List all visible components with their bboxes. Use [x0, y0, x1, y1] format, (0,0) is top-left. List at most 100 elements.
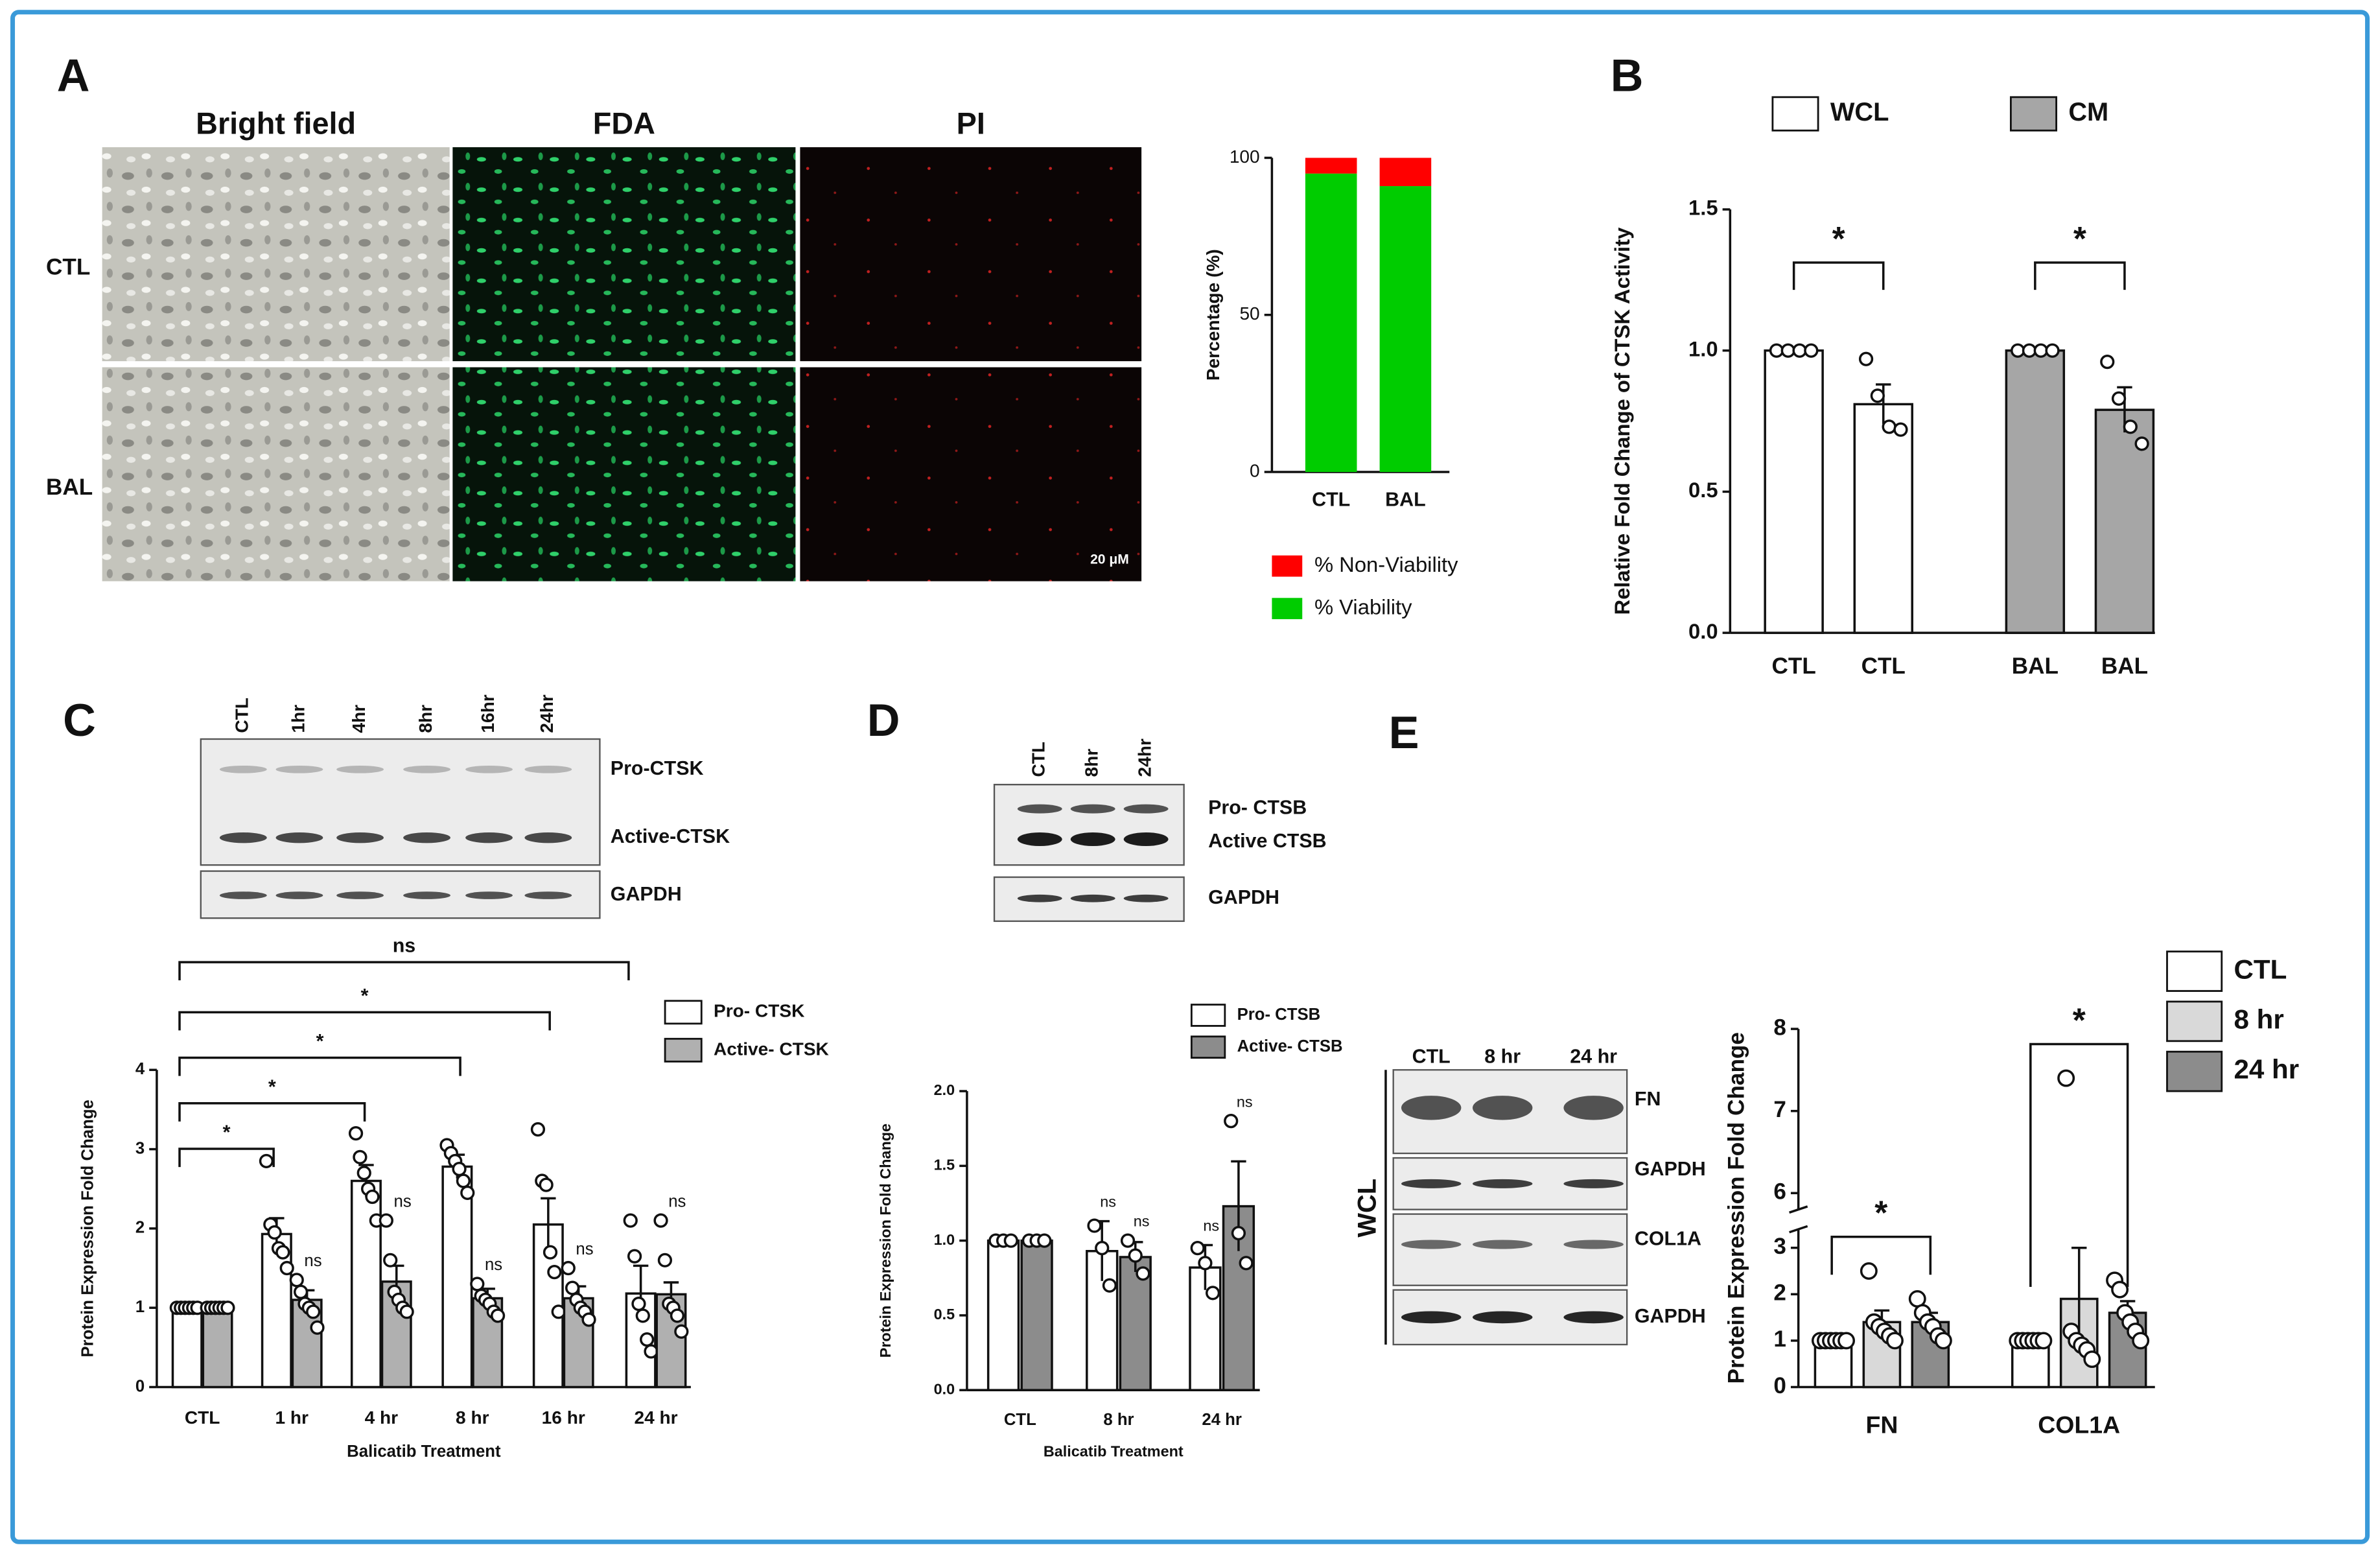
band — [336, 832, 384, 843]
x-tick-label: CTL — [1312, 489, 1350, 511]
bar — [1020, 1239, 1053, 1391]
band — [403, 891, 450, 899]
band — [1473, 1179, 1533, 1188]
legend-swatch — [1272, 555, 1303, 577]
band — [275, 765, 323, 773]
band — [1123, 804, 1169, 814]
panel-label: B — [1611, 49, 1644, 100]
data-point — [1893, 422, 1908, 437]
y-axis-title: Protein Expression Fold Change — [78, 1100, 97, 1358]
y-tick-label: 1 — [1773, 1326, 1786, 1352]
data-point — [1095, 1241, 1110, 1256]
bar — [1379, 186, 1432, 472]
bar-label: ns — [1237, 1093, 1253, 1110]
data-point — [2057, 1069, 2075, 1087]
significance-bracket — [2029, 1042, 2129, 1288]
band — [219, 832, 267, 843]
y-tick-label: 1.0 — [934, 1231, 955, 1248]
data-point — [1136, 1266, 1150, 1281]
data-point — [1224, 1114, 1239, 1129]
significance-bracket — [2034, 261, 2126, 290]
band — [1017, 832, 1062, 847]
legend-swatch — [664, 1000, 703, 1025]
data-point — [627, 1249, 642, 1264]
legend-swatch — [664, 1037, 703, 1063]
row-label: BAL — [46, 475, 93, 500]
data-point — [399, 1304, 414, 1319]
data-point — [1205, 1286, 1220, 1301]
x-axis-title: Balicatib Treatment — [1044, 1442, 1184, 1459]
data-point — [561, 1260, 576, 1276]
micrograph — [800, 367, 1142, 582]
legend-label: Active- CTSK — [714, 1039, 830, 1059]
data-point — [1239, 1256, 1254, 1271]
panel-label: A — [57, 49, 90, 100]
data-point — [2045, 343, 2060, 358]
bar — [261, 1232, 292, 1389]
blot — [993, 784, 1185, 866]
y-tick-label: 0.5 — [934, 1306, 955, 1323]
band-label: Active-CTSK — [611, 825, 730, 847]
fraction-label: WCL — [1353, 1179, 1382, 1238]
lane-label: CTL — [1412, 1046, 1451, 1068]
data-point — [542, 1245, 558, 1260]
legend-swatch — [2009, 96, 2058, 132]
data-point — [470, 1277, 485, 1291]
data-point — [1087, 1218, 1102, 1233]
data-point — [1003, 1233, 1018, 1248]
data-point — [279, 1260, 294, 1276]
data-point — [1769, 343, 1784, 358]
legend-label: 24 hr — [2234, 1054, 2299, 1085]
band — [403, 765, 450, 773]
y-tick-label: 2 — [1773, 1280, 1786, 1306]
legend-swatch — [2166, 1050, 2223, 1092]
y-axis-title: Protein Expression Fold Change — [877, 1124, 894, 1358]
x-tick-label: CTL — [1861, 653, 1906, 679]
bar-label: ns — [394, 1192, 412, 1210]
x-tick-label: BAL — [2101, 653, 2148, 679]
significance-label: * — [1832, 220, 1845, 257]
x-tick-label: CTL — [1772, 653, 1816, 679]
significance-bracket — [1792, 261, 1885, 290]
band — [465, 765, 513, 773]
data-point — [565, 1280, 580, 1295]
data-point — [456, 1173, 471, 1188]
band — [1563, 1179, 1624, 1188]
micrograph — [800, 147, 1142, 362]
legend-label: 8 hr — [2234, 1004, 2283, 1034]
significance-label: * — [2073, 1001, 2086, 1039]
significance-bracket — [178, 1148, 275, 1168]
data-point — [379, 1213, 393, 1228]
x-tick-label: 1 hr — [275, 1407, 309, 1428]
data-point — [640, 1332, 655, 1347]
band-label: Pro-CTSK — [611, 757, 704, 779]
column-label: FDA — [593, 107, 655, 141]
data-point — [623, 1213, 638, 1228]
axis-break — [1789, 1205, 1808, 1214]
band — [275, 832, 323, 843]
x-tick-label: CTL — [1004, 1411, 1036, 1429]
data-point — [2035, 1332, 2053, 1350]
band — [1401, 1096, 1462, 1120]
y-tick-label: 0 — [1250, 460, 1260, 480]
band-label: FN — [1635, 1088, 1661, 1110]
lane-label: 24hr — [537, 694, 557, 733]
data-point — [670, 1308, 685, 1323]
bar-label: ns — [668, 1192, 686, 1210]
data-point — [547, 1265, 562, 1280]
lane-label: CTL — [232, 698, 252, 733]
micrograph — [452, 367, 796, 582]
data-point — [1858, 351, 1874, 366]
data-point — [1870, 388, 1885, 403]
bar — [1305, 173, 1357, 472]
legend-swatch — [1771, 96, 1819, 132]
data-point — [220, 1301, 235, 1315]
y-tick-label: 50 — [1239, 303, 1259, 324]
y-tick-label: 3 — [1773, 1234, 1786, 1259]
data-point — [653, 1213, 668, 1228]
data-point — [635, 1308, 650, 1323]
band — [465, 891, 513, 899]
x-tick-label: 16 hr — [542, 1407, 585, 1428]
band — [1017, 804, 1062, 814]
